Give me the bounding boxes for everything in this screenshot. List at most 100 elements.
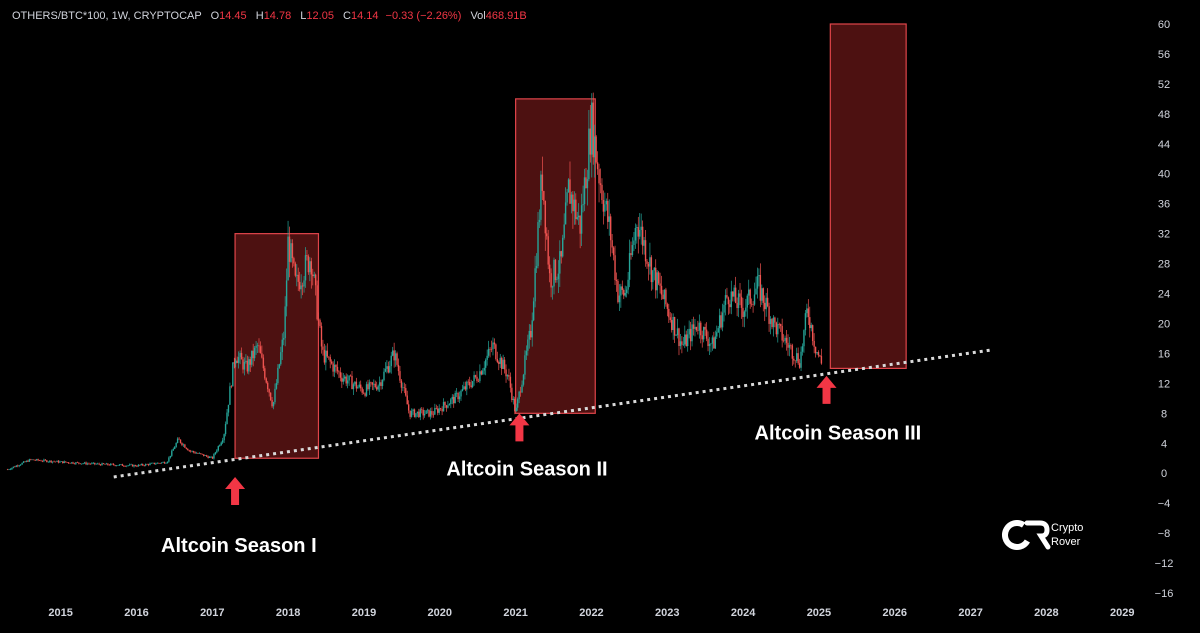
candle bbox=[781, 318, 783, 348]
candle bbox=[546, 227, 548, 240]
candle bbox=[657, 270, 660, 286]
candle bbox=[82, 463, 84, 465]
candle-body bbox=[242, 359, 244, 370]
candle bbox=[700, 320, 702, 344]
candle-body bbox=[663, 289, 666, 300]
candle-body bbox=[251, 350, 253, 365]
candle bbox=[518, 390, 520, 404]
candle-body bbox=[240, 352, 243, 360]
candle-body bbox=[588, 128, 590, 180]
candle bbox=[697, 320, 699, 335]
candle bbox=[686, 328, 689, 352]
up-arrow-icon bbox=[225, 476, 246, 505]
candle-body bbox=[221, 440, 224, 443]
candle-body bbox=[378, 382, 381, 386]
candle-body bbox=[95, 463, 97, 465]
candle bbox=[123, 464, 125, 468]
candle-body bbox=[405, 388, 407, 396]
candle-body bbox=[540, 174, 542, 220]
candle bbox=[660, 275, 663, 300]
candle-body bbox=[711, 337, 714, 344]
candle bbox=[233, 357, 235, 369]
candle bbox=[120, 464, 122, 465]
candle bbox=[421, 407, 423, 414]
candle-body bbox=[454, 393, 456, 404]
candle-body bbox=[563, 224, 565, 238]
candle-body bbox=[689, 328, 692, 342]
candle bbox=[461, 384, 464, 392]
candle bbox=[79, 463, 81, 465]
candle-body bbox=[252, 350, 254, 359]
candle bbox=[809, 306, 811, 338]
candle-body bbox=[63, 461, 65, 464]
candle bbox=[298, 271, 301, 292]
candle-body bbox=[43, 459, 45, 462]
candle-body bbox=[110, 463, 112, 466]
candle-body bbox=[479, 371, 481, 382]
candle bbox=[88, 462, 90, 465]
candle bbox=[806, 303, 808, 318]
candle-body bbox=[143, 465, 145, 466]
candle bbox=[807, 299, 810, 325]
candle-body bbox=[82, 463, 84, 465]
candle bbox=[785, 329, 788, 351]
candle bbox=[243, 357, 246, 376]
candle-body bbox=[681, 341, 683, 345]
candle bbox=[133, 464, 135, 468]
candle bbox=[617, 278, 619, 304]
candle-body bbox=[607, 200, 609, 222]
candle-body bbox=[605, 200, 608, 205]
candle-body bbox=[698, 322, 701, 331]
candle bbox=[721, 303, 724, 332]
candle-body bbox=[630, 253, 632, 256]
candle bbox=[208, 456, 211, 459]
candle-body bbox=[476, 376, 478, 381]
candle bbox=[59, 460, 61, 463]
candle-body bbox=[718, 315, 721, 329]
candle bbox=[211, 456, 214, 459]
candle bbox=[349, 374, 352, 377]
candle-body bbox=[641, 226, 644, 246]
candle bbox=[730, 280, 732, 315]
candle-body bbox=[8, 469, 10, 471]
season-label-3: Altcoin Season III bbox=[755, 423, 922, 445]
support-trendline bbox=[113, 348, 994, 479]
candle-body bbox=[33, 459, 35, 461]
candle bbox=[466, 380, 468, 396]
candle-body bbox=[716, 332, 718, 337]
candle-body bbox=[482, 370, 484, 375]
candle bbox=[755, 276, 757, 295]
candle bbox=[51, 461, 54, 464]
candle bbox=[710, 342, 712, 353]
candle bbox=[745, 298, 747, 317]
candle-body bbox=[628, 253, 631, 280]
candle bbox=[801, 343, 804, 356]
candle-body bbox=[304, 255, 307, 281]
candle-body bbox=[653, 267, 655, 271]
candle bbox=[358, 381, 360, 389]
candle bbox=[312, 268, 314, 286]
candle bbox=[556, 276, 558, 283]
candle-body bbox=[112, 464, 115, 466]
candle bbox=[22, 461, 25, 464]
candle bbox=[509, 372, 512, 393]
candle-body bbox=[457, 392, 459, 400]
candle-body bbox=[188, 450, 190, 451]
candle-body bbox=[662, 294, 664, 300]
candle bbox=[534, 255, 536, 308]
candle-body bbox=[691, 324, 693, 342]
candle bbox=[124, 465, 126, 467]
candle bbox=[332, 361, 334, 377]
candle bbox=[288, 226, 291, 278]
candle bbox=[733, 284, 735, 302]
candle-body bbox=[88, 463, 90, 465]
candle-body bbox=[335, 364, 337, 367]
candle-body bbox=[140, 464, 142, 466]
candle-body bbox=[695, 326, 698, 331]
candle-body bbox=[609, 216, 612, 241]
candle-body bbox=[432, 414, 435, 416]
candle-body bbox=[274, 388, 276, 403]
candle-body bbox=[394, 353, 397, 361]
candle-body bbox=[473, 375, 475, 382]
